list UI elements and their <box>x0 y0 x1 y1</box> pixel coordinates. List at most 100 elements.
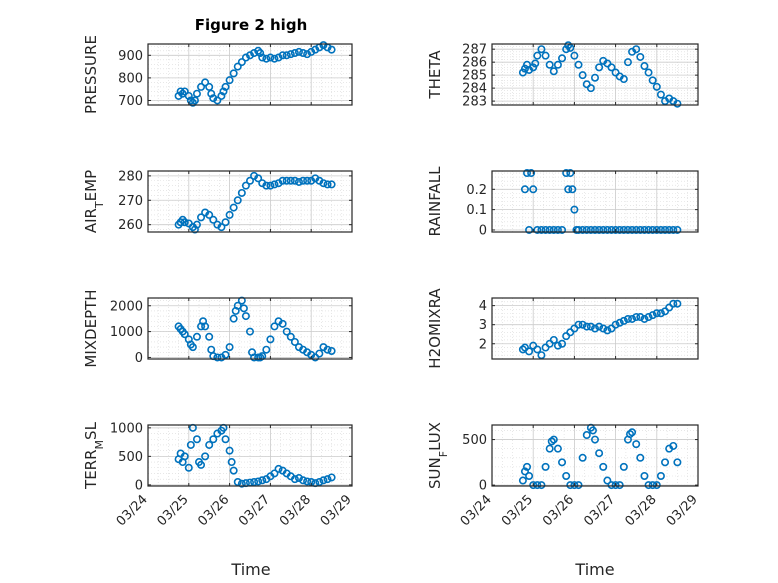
data-point <box>323 475 332 484</box>
data-point <box>611 481 620 490</box>
y-tick-label: 285 <box>462 69 487 84</box>
data-point <box>636 313 645 322</box>
data-point <box>603 476 612 485</box>
data-point <box>533 225 542 234</box>
axes-box <box>491 424 699 487</box>
data-point <box>603 225 612 234</box>
data-point <box>294 47 303 56</box>
data-point <box>299 49 308 58</box>
data-point <box>518 476 527 485</box>
data-point <box>233 478 242 487</box>
data-point <box>644 313 653 322</box>
data-point <box>186 440 195 449</box>
data-point <box>229 314 238 323</box>
data-point <box>607 481 616 490</box>
data-point <box>278 319 287 328</box>
data-point <box>209 94 218 103</box>
data-point <box>254 174 263 183</box>
data-point <box>628 314 637 323</box>
data-point <box>652 225 661 234</box>
data-point <box>233 196 242 205</box>
data-point <box>520 64 529 73</box>
data-point <box>225 446 234 455</box>
data-point <box>327 346 336 355</box>
data-point <box>237 188 246 197</box>
y-tick-label: 287 <box>462 43 487 58</box>
data-point <box>246 327 255 336</box>
y-axis-label-air-temp: AIRTEMP <box>82 170 106 233</box>
data-point <box>599 324 608 333</box>
panel-rainfall: 0 0.1 0.2 RAINFALL <box>426 166 699 238</box>
data-point <box>578 320 587 329</box>
data-point <box>553 60 562 69</box>
data-point <box>644 481 653 490</box>
data-point <box>319 476 328 485</box>
data-point <box>192 89 201 98</box>
data-point <box>648 311 657 320</box>
data-point <box>644 225 653 234</box>
data-point <box>529 63 538 72</box>
axes-box <box>491 43 699 106</box>
y-axis-label-terr-msl-part: SL <box>82 421 100 440</box>
data-point <box>266 53 275 62</box>
data-point <box>537 225 546 234</box>
data-point <box>623 225 632 234</box>
data-point <box>590 73 599 82</box>
data-point <box>537 481 546 490</box>
data-point <box>205 82 214 91</box>
data-point <box>603 326 612 335</box>
data-point <box>184 463 193 472</box>
data-point <box>578 71 587 80</box>
data-point <box>307 47 316 56</box>
data-point <box>648 225 657 234</box>
data-point <box>282 51 291 60</box>
data-point <box>562 169 571 178</box>
data-point <box>241 53 250 62</box>
data-point <box>205 440 214 449</box>
data-point <box>623 314 632 323</box>
data-point <box>180 330 189 339</box>
data-point <box>315 349 324 358</box>
data-point <box>636 453 645 462</box>
y-axis-label-air-temp-part: AIR <box>82 208 100 233</box>
data-point <box>566 481 575 490</box>
data-point <box>590 324 599 333</box>
y-axis-label-sun-flux-part: LUX <box>426 422 444 451</box>
data-point <box>174 91 183 100</box>
data-point <box>278 176 287 185</box>
data-point <box>619 75 628 84</box>
data-point <box>626 430 635 439</box>
data-point <box>274 53 283 62</box>
data-point <box>648 76 657 85</box>
y-axis-label-theta: THETA <box>426 50 444 100</box>
data-point <box>632 440 641 449</box>
data-point <box>611 68 620 77</box>
y-axis-label-sun-flux: SUNFLUX <box>426 422 450 489</box>
data-point <box>541 51 550 60</box>
data-point <box>661 458 670 467</box>
y-tick-label: 900 <box>118 49 143 64</box>
data-point <box>531 59 540 68</box>
data-point <box>656 90 665 99</box>
y-tick-label: 0 <box>479 223 487 238</box>
data-point <box>225 76 234 85</box>
data-point <box>233 62 242 71</box>
data-point <box>640 471 649 480</box>
data-point <box>562 45 571 54</box>
data-point <box>619 462 628 471</box>
data-point <box>578 453 587 462</box>
y-tick-label: 700 <box>118 94 143 109</box>
y-tick-label: 283 <box>462 95 487 110</box>
data-point <box>180 87 189 96</box>
data-point <box>566 169 575 178</box>
y-tick-label: 270 <box>118 194 143 209</box>
data-point <box>549 225 558 234</box>
data-point <box>266 335 275 344</box>
y-axis-label-terr-msl-part: M <box>93 440 106 450</box>
data-point <box>274 464 283 473</box>
data-point <box>640 62 649 71</box>
data-point <box>262 54 271 63</box>
data-point <box>632 225 641 234</box>
y-tick-label: 1000 <box>110 325 143 340</box>
data-point <box>303 50 312 59</box>
